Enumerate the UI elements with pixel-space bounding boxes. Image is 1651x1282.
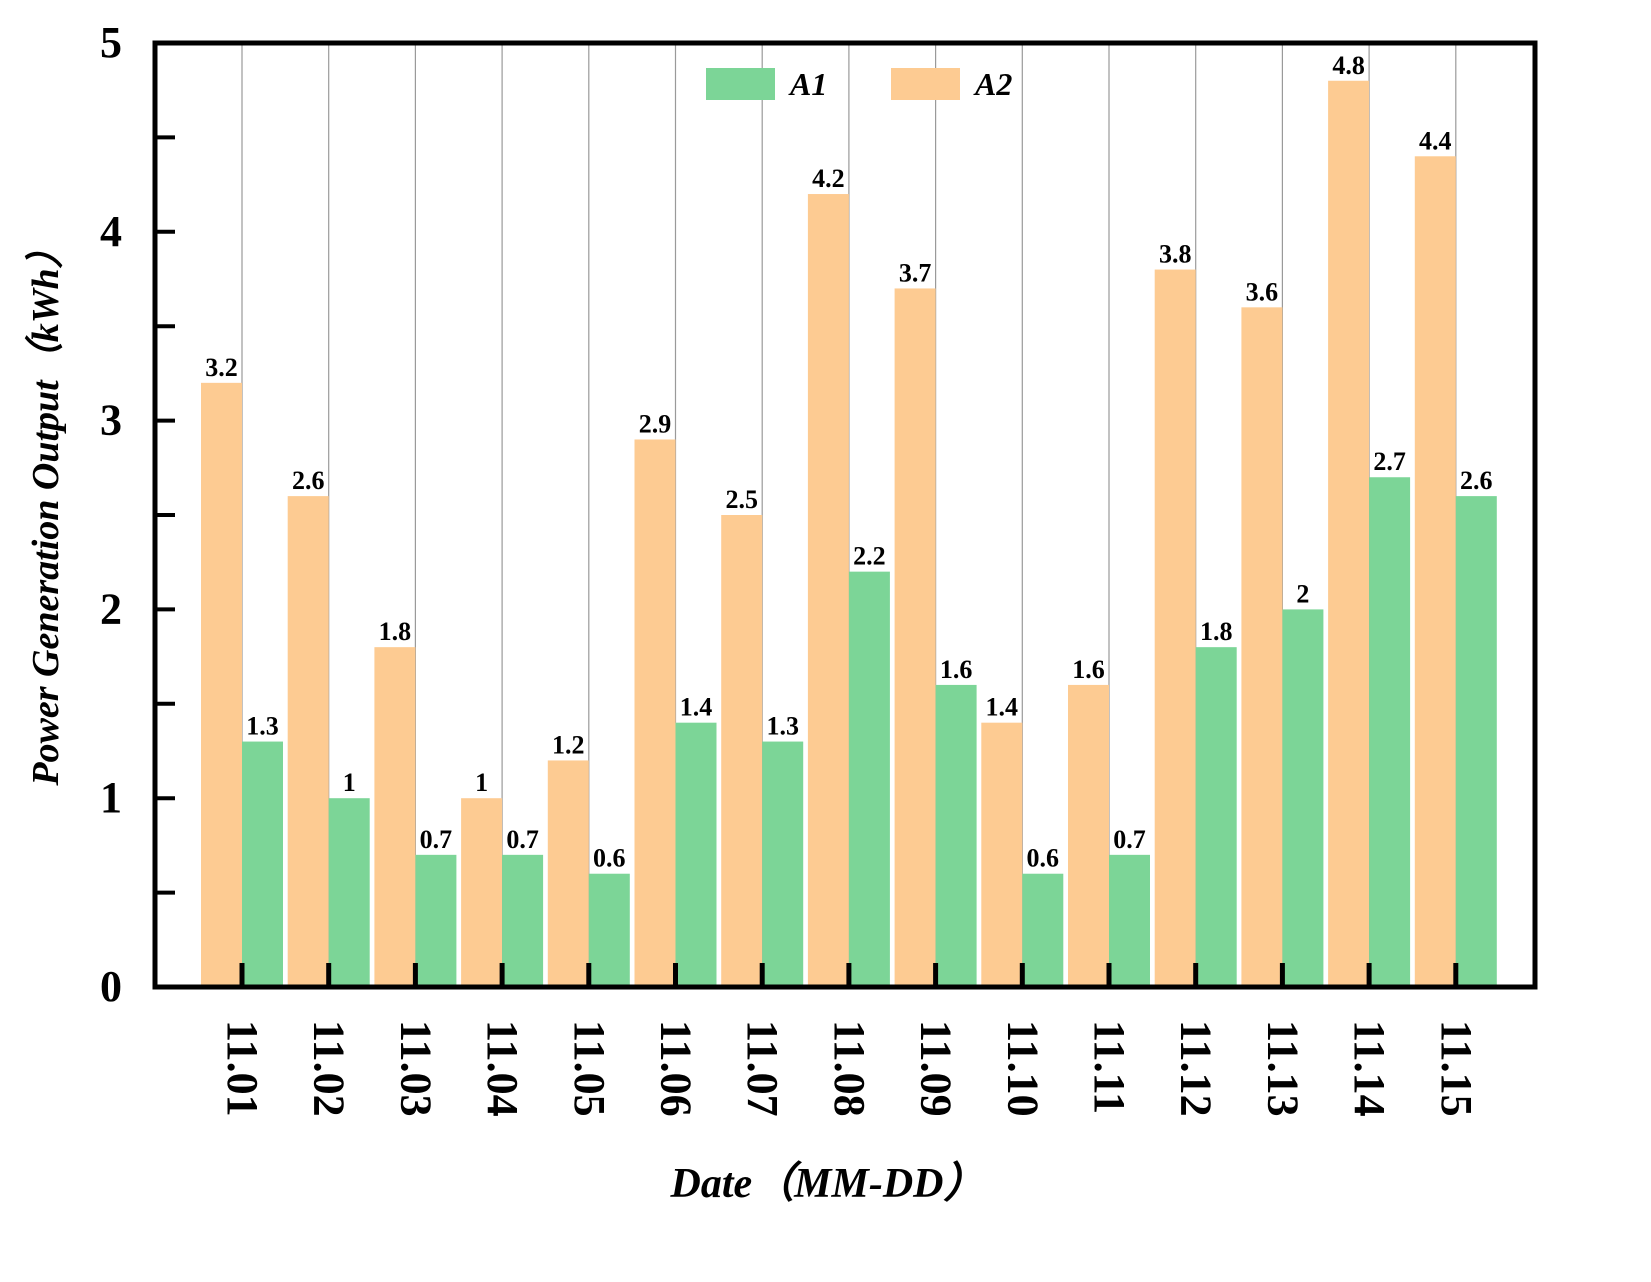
- data-labels: 3.2 1.3 2.6 1 1.8 0.7 1 0.7 1.2 0.6 2.9 1.4 2.5 1.3 4.…: [205, 51, 1492, 873]
- x-tick-label: 11.05: [565, 1020, 614, 1117]
- bar-a1: [1282, 609, 1324, 987]
- bar-a1: [328, 798, 370, 987]
- legend-label-a1: A1: [788, 66, 827, 102]
- bar-a2: [1154, 269, 1196, 987]
- axis-ticks: [155, 135, 1459, 987]
- bar-a2: [894, 288, 936, 987]
- bar-a1: [415, 854, 457, 987]
- bar-a1: [1022, 873, 1064, 987]
- x-tick-label: 11.12: [1172, 1020, 1221, 1117]
- bar-a2: [461, 798, 503, 987]
- y-axis-title: Power Generation Output（kWh）: [24, 230, 67, 786]
- y-tick-label: 3: [100, 396, 122, 445]
- data-label-a2: 4.2: [812, 164, 845, 193]
- x-tick-label: 11.07: [738, 1020, 787, 1117]
- legend-label-a2: A2: [973, 66, 1012, 102]
- x-tick-label: 11.06: [652, 1020, 701, 1117]
- bar-a2: [1414, 156, 1456, 987]
- y-tick-label: 4: [100, 207, 122, 256]
- bar-a2: [1328, 80, 1370, 987]
- data-label-a2: 1.6: [1072, 655, 1105, 684]
- data-label-a1: 1.3: [766, 712, 799, 741]
- legend-swatch-a2: [891, 68, 960, 100]
- data-label-a1: 0.7: [1113, 825, 1146, 854]
- bar-a1: [242, 741, 283, 987]
- data-label-a1: 0.6: [1027, 844, 1060, 873]
- bar-a2: [981, 722, 1023, 987]
- bar-a1: [848, 571, 890, 987]
- data-label-a2: 1: [475, 768, 488, 797]
- bar-a2: [634, 439, 676, 988]
- x-tick-labels: 11.01 11.02 11.03 11.04 11.05 11.06 11.07 11.08…: [218, 1020, 1481, 1117]
- x-tick-label: 11.15: [1432, 1020, 1481, 1117]
- bar-a2: [287, 496, 329, 987]
- data-label-a2: 2.5: [725, 485, 758, 514]
- bar-a2: [547, 760, 589, 987]
- data-label-a1: 1.6: [940, 655, 973, 684]
- x-axis-title: Date（MM-DD）: [670, 1160, 986, 1207]
- x-tick-label: 11.09: [912, 1020, 961, 1117]
- x-tick-label: 11.14: [1345, 1020, 1394, 1117]
- bar-a1: [1195, 647, 1237, 987]
- data-label-a2: 1.2: [552, 730, 585, 759]
- bar-a2: [1068, 684, 1109, 987]
- data-label-a1: 2.2: [853, 542, 886, 571]
- data-label-a2: 2.6: [292, 466, 325, 495]
- bar-a1: [588, 873, 630, 987]
- x-tick-label: 11.13: [1258, 1020, 1307, 1117]
- bar-a1: [675, 722, 717, 987]
- x-tick-label: 11.11: [1085, 1020, 1134, 1114]
- y-tick-label: 1: [100, 773, 122, 822]
- bar-a1: [1109, 854, 1150, 987]
- legend-swatch-a1: [706, 68, 775, 100]
- data-label-a2: 3.7: [899, 258, 932, 287]
- y-tick-label: 5: [100, 18, 122, 67]
- data-label-a1: 1: [343, 768, 356, 797]
- data-label-a1: 0.7: [420, 825, 453, 854]
- data-label-a2: 3.6: [1246, 277, 1279, 306]
- bar-a2: [807, 194, 849, 988]
- data-label-a1: 1.4: [680, 693, 713, 722]
- legend: A1 A2: [706, 66, 1012, 102]
- y-tick-labels: 0 1 2 3 4 5: [100, 18, 122, 1011]
- x-tick-label: 11.02: [305, 1020, 354, 1117]
- data-label-a2: 4.8: [1332, 51, 1365, 80]
- data-label-a2: 3.2: [205, 353, 238, 382]
- bar-a2: [721, 515, 763, 987]
- data-label-a1: 1.3: [246, 712, 279, 741]
- bar-a1: [935, 684, 977, 987]
- bar-a1: [762, 741, 804, 987]
- x-tick-label: 11.08: [825, 1020, 874, 1117]
- data-label-a2: 1.8: [379, 617, 412, 646]
- y-tick-label: 0: [100, 962, 122, 1011]
- bar-a2: [201, 382, 242, 988]
- data-label-a2: 1.4: [986, 693, 1019, 722]
- x-tick-label: 11.03: [391, 1020, 440, 1117]
- x-tick-label: 11.04: [478, 1020, 527, 1117]
- bar-a1: [502, 854, 544, 987]
- bar-a1: [1455, 496, 1497, 987]
- data-label-a1: 2: [1296, 579, 1309, 608]
- data-label-a1: 1.8: [1200, 617, 1233, 646]
- x-tick-label: 11.10: [998, 1020, 1047, 1117]
- data-label-a2: 2.9: [639, 409, 672, 438]
- y-tick-label: 2: [100, 584, 122, 633]
- bar-a2: [374, 647, 416, 987]
- data-label-a1: 2.6: [1460, 466, 1493, 495]
- data-label-a1: 2.7: [1373, 447, 1406, 476]
- data-label-a2: 4.4: [1419, 126, 1452, 155]
- x-tick-label: 11.01: [218, 1020, 267, 1117]
- data-label-a1: 0.6: [593, 844, 626, 873]
- bars: [201, 80, 1497, 988]
- data-label-a1: 0.7: [506, 825, 539, 854]
- bar-a1: [1369, 477, 1411, 987]
- data-label-a2: 3.8: [1159, 240, 1192, 269]
- bar-a2: [1241, 307, 1283, 987]
